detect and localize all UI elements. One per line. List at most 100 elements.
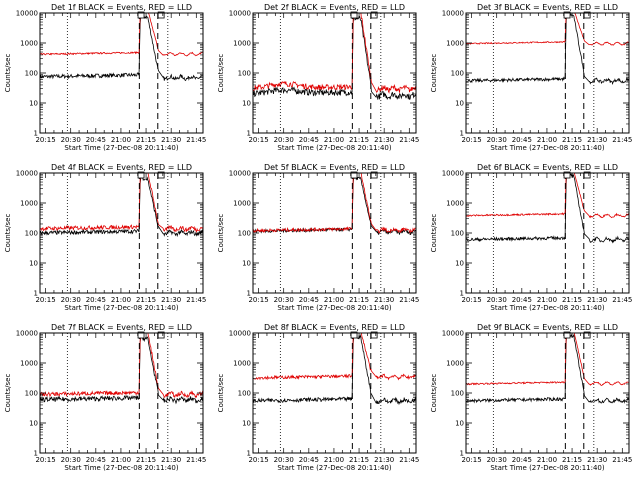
y-axis-label: Counts/sec [4, 54, 12, 93]
chart-panel-det-3: Det 3f BLACK = Events, RED = LLD 1 10 100 10… [430, 3, 632, 152]
y-tick-label: 10 [29, 420, 38, 428]
box-marker [157, 11, 165, 19]
series-group [253, 333, 416, 406]
series-line-lld [466, 13, 629, 46]
x-tick-label: 21:45 [612, 136, 632, 144]
plot-frame [465, 172, 630, 294]
y-tick-label: 10000 [16, 10, 38, 18]
y-tick-label: 1 [34, 449, 38, 457]
x-tick-label: 21:30 [161, 296, 181, 304]
panel-title: Det 7f BLACK = Events, RED = LLD [51, 323, 192, 332]
series-line-lld [253, 13, 416, 94]
x-tick-label: 21:00 [537, 296, 557, 304]
y-tick-label: 10 [455, 100, 464, 108]
x-tick-label: 21:15 [136, 456, 156, 464]
x-tick-label: 21:00 [111, 136, 131, 144]
x-tick-label: 20:30 [61, 136, 81, 144]
x-tick-label: 20:15 [35, 296, 55, 304]
series-group [40, 13, 203, 82]
x-tick-label: 21:30 [587, 136, 607, 144]
plot-frame [465, 12, 630, 134]
y-axis-label: Counts/sec [4, 214, 12, 253]
series-line-events [466, 173, 629, 244]
x-tick-label: 20:45 [86, 296, 106, 304]
y-tick-label: 10000 [16, 330, 38, 338]
y-axis-label: Counts/sec [430, 214, 438, 253]
panel-title: Det 4f BLACK = Events, RED = LLD [51, 163, 192, 172]
chart-panel-det-5: Det 5f BLACK = Events, RED = LLD 1 10 100 10… [217, 163, 419, 312]
y-axis-label: Counts/sec [430, 54, 438, 93]
y-tick-label: 10 [455, 420, 464, 428]
x-tick-label: 21:15 [136, 136, 156, 144]
series-line-events [40, 13, 203, 82]
y-tick-label: 10 [455, 260, 464, 268]
x-tick-label: 20:30 [487, 456, 507, 464]
y-tick-label: 10 [242, 100, 251, 108]
panel-title: Det 5f BLACK = Events, RED = LLD [264, 163, 405, 172]
y-tick-label: 100 [25, 390, 38, 398]
x-tick-label: 21:15 [562, 136, 582, 144]
box-marker [583, 11, 591, 19]
x-tick-label: 20:15 [35, 136, 55, 144]
x-tick-label: 21:30 [161, 456, 181, 464]
panel-title: Det 3f BLACK = Events, RED = LLD [477, 3, 618, 12]
x-tick-label: 20:15 [248, 456, 268, 464]
y-axis-label: Counts/sec [217, 374, 225, 413]
series-group [40, 173, 203, 238]
x-tick-label: 20:30 [487, 136, 507, 144]
x-tick-label: 21:15 [349, 136, 369, 144]
y-tick-label: 1000 [20, 360, 38, 368]
y-axis-label: Counts/sec [430, 374, 438, 413]
y-tick-label: 10000 [442, 170, 464, 178]
x-tick-label: 20:30 [274, 456, 294, 464]
x-tick-label: 21:30 [587, 296, 607, 304]
y-axis-label: Counts/sec [4, 374, 12, 413]
x-tick-label: 21:00 [324, 136, 344, 144]
y-axis-label: Counts/sec [217, 214, 225, 253]
y-tick-label: 100 [25, 70, 38, 78]
x-tick-label: 21:30 [374, 456, 394, 464]
x-tick-label: 20:45 [512, 296, 532, 304]
x-tick-label: 20:45 [299, 296, 319, 304]
x-tick-label: 20:15 [35, 456, 55, 464]
y-tick-label: 100 [451, 390, 464, 398]
box-marker [370, 331, 378, 339]
plot-frame [465, 332, 630, 454]
series-line-lld [466, 173, 629, 219]
y-tick-label: 1 [34, 289, 38, 297]
y-axis-label: Counts/sec [217, 54, 225, 93]
x-tick-label: 20:45 [512, 136, 532, 144]
x-tick-label: 21:00 [324, 296, 344, 304]
y-tick-label: 100 [451, 230, 464, 238]
series-group [466, 333, 629, 404]
y-tick-label: 1 [247, 289, 251, 297]
y-tick-label: 1000 [233, 360, 251, 368]
x-tick-label: 21:30 [374, 136, 394, 144]
y-tick-label: 10000 [442, 330, 464, 338]
y-tick-label: 1000 [20, 40, 38, 48]
x-tick-label: 21:00 [537, 456, 557, 464]
y-tick-label: 1000 [233, 40, 251, 48]
panel-title: Det 1f BLACK = Events, RED = LLD [51, 3, 192, 12]
x-tick-label: 20:45 [299, 136, 319, 144]
x-tick-label: 21:45 [399, 296, 419, 304]
x-axis-label: Start Time (27-Dec-08 20:11:40) [64, 464, 178, 472]
x-tick-label: 20:15 [461, 136, 481, 144]
x-tick-label: 21:45 [612, 456, 632, 464]
y-tick-label: 10000 [16, 170, 38, 178]
x-tick-label: 20:45 [86, 456, 106, 464]
chart-panel-det-8: Det 8f BLACK = Events, RED = LLD 1 10 100 10… [217, 323, 419, 472]
box-marker [370, 171, 378, 179]
panel-title: Det 6f BLACK = Events, RED = LLD [477, 163, 618, 172]
y-tick-label: 1000 [233, 200, 251, 208]
x-tick-label: 20:30 [274, 136, 294, 144]
y-tick-label: 1000 [446, 200, 464, 208]
x-tick-label: 21:00 [111, 296, 131, 304]
x-tick-label: 20:45 [86, 136, 106, 144]
x-tick-label: 21:30 [161, 136, 181, 144]
plot-frame [39, 12, 204, 134]
x-tick-label: 21:00 [324, 456, 344, 464]
series-group [466, 173, 629, 244]
y-tick-label: 1000 [446, 360, 464, 368]
